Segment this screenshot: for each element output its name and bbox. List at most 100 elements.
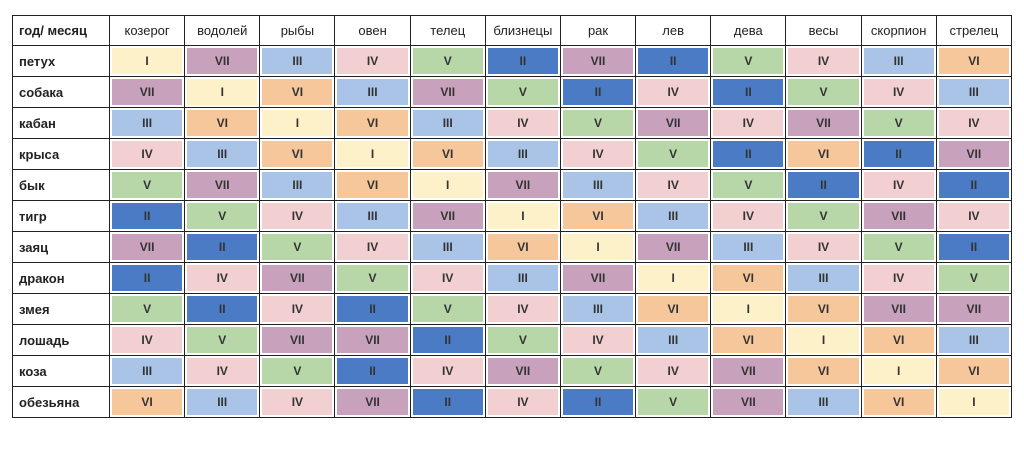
cell-value: V (938, 265, 1009, 291)
row-header: тигр (12, 200, 110, 232)
cell-value: III (112, 110, 183, 136)
table-cell: III (559, 293, 637, 325)
table-cell: IV (334, 45, 411, 77)
cell-value: I (562, 234, 634, 260)
table-cell: VII (559, 262, 637, 294)
table-cell: II (334, 355, 411, 387)
table-cell: IV (334, 231, 411, 263)
cell-value: V (187, 327, 258, 353)
table-cell: III (710, 231, 787, 263)
cell-value: IV (938, 110, 1009, 136)
table-cell: II (184, 293, 261, 325)
cell-value: III (262, 48, 333, 74)
cell-value: III (562, 172, 634, 198)
cell-value: V (562, 358, 634, 384)
cell-value: IV (638, 172, 709, 198)
table-cell: V (559, 107, 637, 139)
table-cell: VII (559, 45, 637, 77)
row-header: кабан (12, 107, 110, 139)
cell-value: VI (337, 110, 408, 136)
table-cell: IV (785, 45, 862, 77)
table-cell: V (710, 169, 787, 201)
cell-value: IV (863, 79, 934, 105)
cell-value: V (187, 203, 258, 229)
cell-value: I (112, 48, 183, 74)
cell-value: IV (412, 358, 483, 384)
table-cell: VII (184, 169, 261, 201)
cell-value: IV (638, 358, 709, 384)
table-row: петух I VII III IV V II VII II V IV III VI (12, 45, 1013, 77)
column-header: близнецы (484, 15, 561, 46)
table-cell: III (635, 200, 712, 232)
table-cell: VI (334, 107, 411, 139)
table-cell: V (409, 293, 486, 325)
cell-value: III (262, 172, 333, 198)
cell-value: III (788, 389, 859, 415)
cell-value: VI (638, 296, 709, 322)
cell-value: III (938, 327, 1009, 353)
column-header: скорпион (860, 15, 937, 46)
table-cell: I (334, 138, 411, 170)
row-header: обезьяна (12, 386, 110, 418)
table-cell: III (259, 169, 336, 201)
header-row: год/ месяц козерог водолей рыбы овен телец бли… (12, 15, 1013, 46)
table-row: коза III IV V II IV VII V IV VII VI I VI (12, 355, 1013, 387)
cell-value: III (487, 141, 558, 167)
table-cell: VI (559, 200, 637, 232)
row-header: бык (12, 169, 110, 201)
table-cell: I (860, 355, 937, 387)
row-header: коза (12, 355, 110, 387)
table-cell: III (184, 386, 261, 418)
cell-value: VII (863, 296, 934, 322)
cell-value: VII (187, 172, 258, 198)
cell-value: II (487, 48, 558, 74)
cell-value: II (938, 172, 1009, 198)
table-cell: IV (935, 107, 1013, 139)
table-cell: VII (935, 293, 1013, 325)
cell-value: IV (262, 203, 333, 229)
table-cell: VI (710, 262, 787, 294)
table-cell: II (108, 200, 186, 232)
table-cell: IV (484, 293, 561, 325)
cell-value: V (638, 389, 709, 415)
table-cell: V (184, 200, 261, 232)
table-cell: II (184, 231, 261, 263)
cell-value: II (412, 327, 483, 353)
cell-value: II (187, 296, 258, 322)
table-cell: I (184, 76, 261, 108)
column-header: стрелец (935, 15, 1013, 46)
cell-value: VII (713, 389, 784, 415)
table-row: собака VII I VI III VII V II IV II V IV III (12, 76, 1013, 108)
table-cell: V (860, 231, 937, 263)
cell-value: I (713, 296, 784, 322)
table-row: кабан III VI I VI III IV V VII IV VII V IV (12, 107, 1013, 139)
column-header: овен (334, 15, 411, 46)
table-cell: V (259, 355, 336, 387)
table-cell: III (635, 324, 712, 356)
cell-value: V (863, 234, 934, 260)
table-cell: VII (409, 76, 486, 108)
table-cell: IV (710, 107, 787, 139)
zodiac-table: год/ месяц козерог водолей рыбы овен телец бли… (12, 15, 1013, 418)
table-cell: II (710, 76, 787, 108)
cell-value: V (262, 234, 333, 260)
row-header: собака (12, 76, 110, 108)
cell-value: II (713, 79, 784, 105)
table-cell: III (334, 200, 411, 232)
cell-value: IV (938, 203, 1009, 229)
cell-value: VII (788, 110, 859, 136)
cell-value: VI (487, 234, 558, 260)
cell-value: VII (562, 265, 634, 291)
table-cell: V (785, 200, 862, 232)
cell-value: VI (938, 358, 1009, 384)
cell-value: VI (112, 389, 183, 415)
cell-value: VII (412, 203, 483, 229)
cell-value: IV (487, 296, 558, 322)
table-cell: V (935, 262, 1013, 294)
table-cell: III (108, 355, 186, 387)
cell-value: VI (713, 265, 784, 291)
table-cell: I (635, 262, 712, 294)
cell-value: I (788, 327, 859, 353)
row-header: петух (12, 45, 110, 77)
table-cell: VII (635, 231, 712, 263)
